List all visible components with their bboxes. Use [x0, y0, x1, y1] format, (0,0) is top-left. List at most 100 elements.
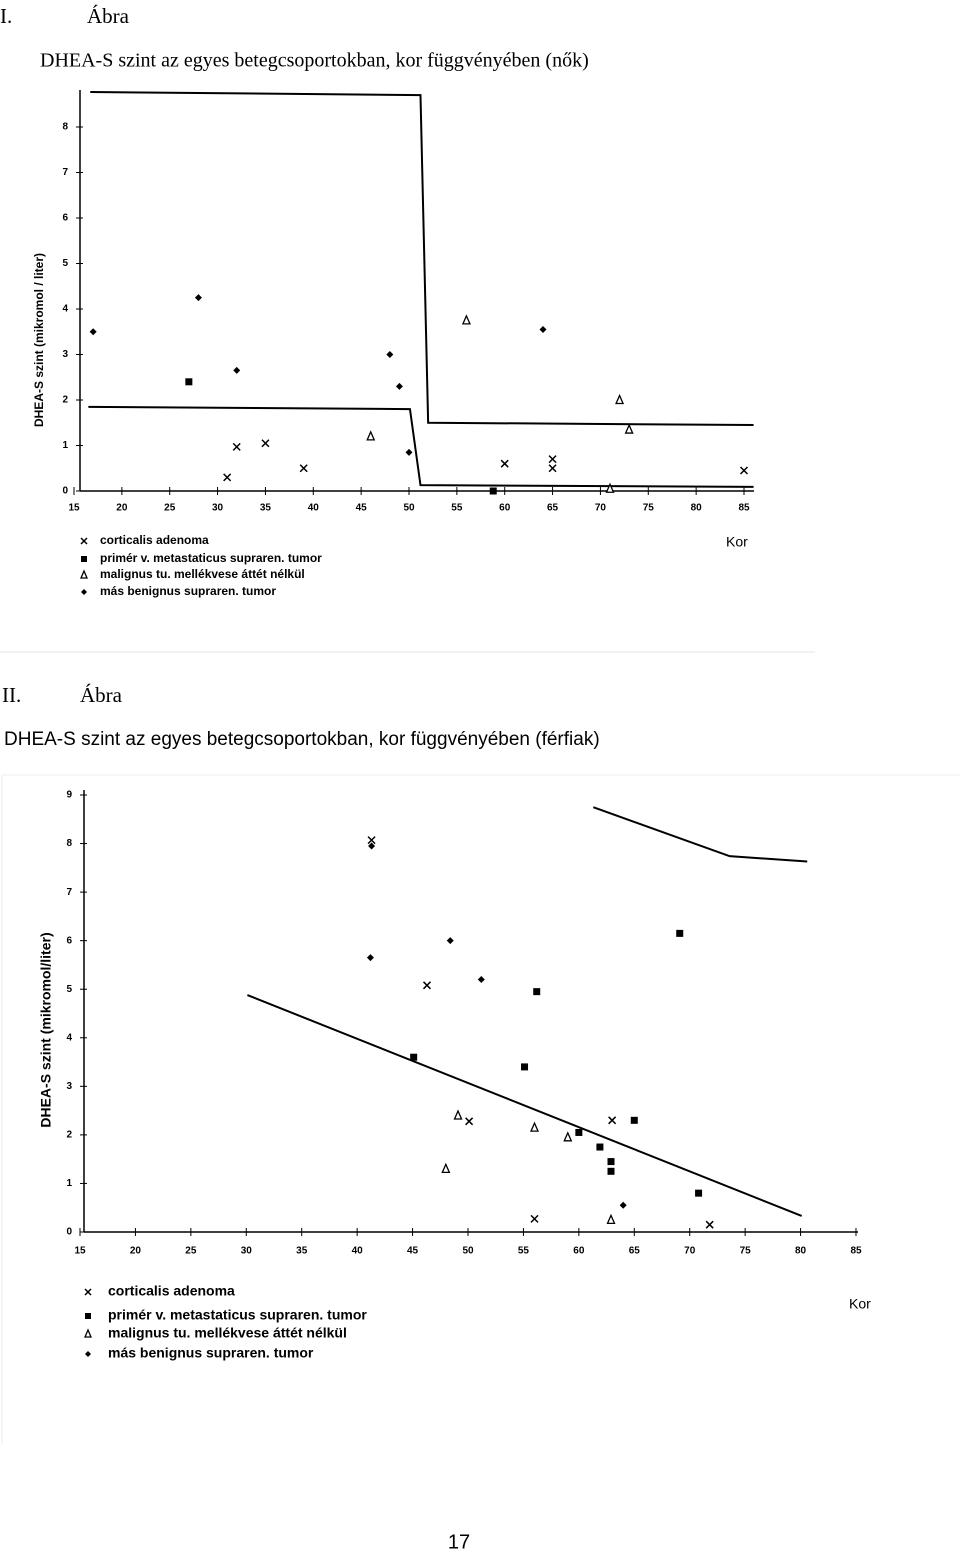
- x-tick-label: 70: [684, 1246, 696, 1257]
- legend-marker: [85, 1313, 91, 1319]
- cross-marker: [261, 439, 270, 448]
- legend-label: corticalis adenoma: [108, 1283, 235, 1299]
- diamond-marker: [619, 1201, 627, 1209]
- diamond-marker: [89, 328, 97, 336]
- diamond-marker: [405, 448, 413, 456]
- square-marker: [607, 1167, 615, 1175]
- y-tick-label: 2: [66, 1130, 72, 1141]
- x-axis-label: Kor: [726, 534, 748, 550]
- cross-marker: [500, 459, 509, 468]
- square-marker: [596, 1143, 604, 1151]
- figure-number: I.: [0, 4, 12, 28]
- x-tick-label: 55: [451, 503, 463, 514]
- triangle-marker: [563, 1131, 573, 1142]
- x-tick-label: 15: [68, 503, 80, 514]
- x-tick-label: 80: [795, 1246, 807, 1257]
- square-marker: [575, 1128, 583, 1136]
- diamond-marker: [366, 954, 374, 962]
- square-marker: [630, 1116, 638, 1124]
- cross-marker: [548, 464, 557, 473]
- cross-marker: [530, 1214, 539, 1223]
- reference-line: [592, 806, 808, 863]
- diamond-marker: [194, 294, 202, 302]
- x-tick-label: 25: [185, 1246, 197, 1257]
- x-tick-label: 45: [407, 1246, 419, 1257]
- y-tick-label: 7: [66, 887, 72, 898]
- chart-title: DHEA-S szint az egyes betegcsoportokban,…: [40, 50, 589, 72]
- cross-marker: [232, 442, 241, 451]
- x-tick-label: 60: [499, 503, 511, 514]
- square-marker: [185, 378, 193, 386]
- y-tick-label: 7: [62, 167, 68, 178]
- x-axis-label: Kor: [849, 1296, 871, 1312]
- legend-label: más benignus supraren. tumor: [108, 1345, 314, 1361]
- diamond-marker: [395, 382, 403, 390]
- reference-line: [90, 90, 754, 427]
- square-marker: [489, 487, 497, 495]
- x-tick-label: 35: [260, 503, 272, 514]
- square-marker: [695, 1189, 703, 1197]
- legend-marker: [84, 1288, 92, 1296]
- y-tick-label: 1: [62, 440, 68, 451]
- x-tick-label: 55: [518, 1246, 530, 1257]
- diamond-marker: [539, 325, 547, 333]
- y-tick-label: 5: [66, 984, 72, 995]
- diamond-marker: [368, 842, 376, 850]
- x-tick-label: 30: [212, 503, 224, 514]
- y-tick-label: 5: [62, 258, 68, 269]
- legend-label: corticalis adenoma: [100, 533, 209, 547]
- y-tick-label: 6: [62, 213, 68, 224]
- diamond-marker: [233, 366, 241, 374]
- y-tick-label: 0: [62, 486, 68, 497]
- square-marker: [607, 1158, 615, 1166]
- x-tick-label: 20: [130, 1246, 142, 1257]
- figure-word: Ábra: [87, 4, 130, 28]
- x-tick-label: 40: [308, 503, 320, 514]
- figure-number: II.: [2, 683, 21, 707]
- triangle-marker: [461, 314, 471, 325]
- y-tick-label: 3: [66, 1081, 72, 1092]
- reference-line: [247, 994, 803, 1217]
- x-tick-label: 75: [643, 503, 655, 514]
- diamond-marker: [477, 976, 485, 984]
- x-tick-label: 50: [462, 1246, 474, 1257]
- square-marker: [676, 929, 684, 937]
- reference-line: [88, 405, 754, 488]
- y-axis-label: DHEA-S szint (mikromol/liter): [38, 932, 54, 1127]
- cross-marker: [422, 981, 432, 990]
- x-tick-label: 30: [241, 1246, 253, 1257]
- cross-marker: [465, 1117, 474, 1126]
- x-tick-label: 25: [164, 503, 176, 514]
- y-tick-label: 4: [66, 1032, 72, 1043]
- triangle-marker: [453, 1109, 463, 1120]
- y-tick-label: 8: [66, 838, 72, 849]
- square-marker: [410, 1053, 418, 1061]
- triangle-marker: [441, 1162, 451, 1174]
- legend-marker: [85, 1351, 91, 1357]
- x-tick-label: 80: [691, 503, 703, 514]
- square-marker: [521, 1063, 529, 1071]
- y-tick-label: 2: [62, 395, 68, 406]
- square-marker: [533, 988, 541, 996]
- legend-marker: [80, 537, 88, 545]
- cross-marker: [739, 466, 749, 475]
- y-tick-label: 9: [66, 790, 72, 801]
- figure-word: Ábra: [80, 683, 123, 707]
- cross-marker: [705, 1220, 714, 1229]
- cross-marker: [299, 464, 308, 473]
- x-tick-label: 75: [740, 1246, 752, 1257]
- chart-title: DHEA-S szint az egyes betegcsoportokban,…: [4, 729, 600, 750]
- x-tick-label: 35: [296, 1246, 308, 1257]
- cross-marker: [367, 836, 376, 845]
- legend-label: primér v. metastaticus supraren. tumor: [100, 551, 322, 565]
- legend-marker: [84, 1328, 92, 1338]
- triangle-marker: [530, 1121, 540, 1132]
- legend-label: primér v. metastaticus supraren. tumor: [108, 1307, 367, 1323]
- legend-label: malignus tu. mellékvese áttét nélkül: [100, 567, 305, 581]
- x-tick-label: 70: [595, 503, 607, 514]
- x-tick-label: 85: [738, 503, 750, 514]
- cross-marker: [223, 473, 232, 482]
- y-tick-label: 1: [66, 1178, 72, 1189]
